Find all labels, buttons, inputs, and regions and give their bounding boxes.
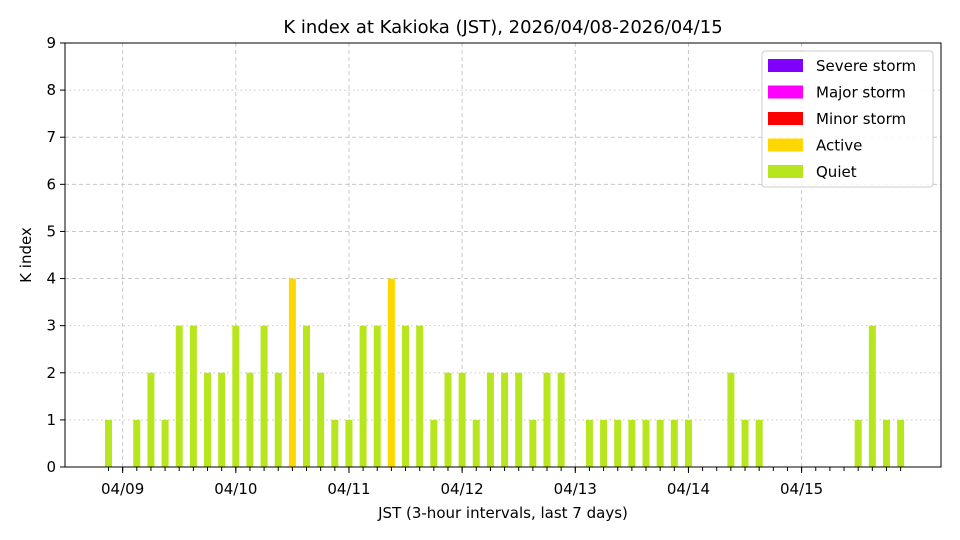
k-bar (614, 419, 622, 467)
k-bar (472, 419, 480, 467)
k-bar (543, 372, 551, 467)
x-tick-label: 04/15 (780, 480, 823, 498)
k-bar (882, 419, 890, 467)
k-bar (529, 419, 537, 467)
k-bar (359, 325, 367, 467)
k-bar (897, 419, 905, 467)
k-bar (515, 372, 523, 467)
plot-frame (64, 42, 942, 468)
k-bar (288, 278, 296, 467)
legend-label: Major storm (816, 84, 906, 102)
k-bar (331, 419, 339, 467)
x-tick-label: 04/13 (554, 480, 597, 498)
y-axis: 0 1 2 3 4 5 6 7 8 9 (46, 34, 65, 476)
k-bar (600, 419, 608, 467)
k-bar (373, 325, 381, 467)
k-bar (260, 325, 268, 467)
k-bar (501, 372, 509, 467)
x-tick-label: 04/10 (214, 480, 257, 498)
k-bar (147, 372, 155, 467)
legend-swatch (768, 59, 803, 72)
k-bar (670, 419, 678, 467)
k-bar (585, 419, 593, 467)
k-bar (628, 419, 636, 467)
k-bar (430, 419, 438, 467)
y-tick-label: 5 (46, 222, 56, 240)
x-tick-label: 04/11 (327, 480, 370, 498)
y-tick-label: 8 (46, 81, 56, 99)
k-bar (458, 372, 466, 467)
legend-label: Active (816, 137, 862, 155)
k-bar (204, 372, 212, 467)
k-bar (642, 419, 650, 467)
k-bar (444, 372, 452, 467)
k-bar (387, 278, 395, 467)
y-tick-label: 9 (46, 34, 56, 52)
legend-label: Minor storm (816, 110, 906, 128)
k-bar (656, 419, 664, 467)
k-bar (727, 372, 735, 467)
x-tick-label: 04/12 (441, 480, 484, 498)
k-bar (486, 372, 494, 467)
k-bar (854, 419, 862, 467)
k-bar (105, 419, 112, 467)
y-tick-label: 6 (46, 175, 56, 193)
legend-label: Quiet (816, 163, 857, 181)
legend-swatch (768, 112, 803, 125)
y-tick-label: 3 (46, 317, 56, 335)
k-bar (416, 325, 424, 467)
x-tick-label: 04/09 (101, 480, 144, 498)
y-tick-label: 2 (46, 364, 56, 382)
k-bar (868, 325, 876, 467)
legend-swatch (768, 85, 803, 99)
k-bar (303, 325, 311, 467)
k-bar (684, 419, 692, 467)
k-bar (741, 419, 749, 467)
chart-title: K index at Kakioka (JST), 2026/04/08-202… (283, 17, 722, 38)
bars-group (105, 278, 905, 467)
y-tick-label: 1 (46, 411, 56, 429)
k-bar (232, 325, 240, 467)
y-tick-label: 0 (46, 458, 56, 476)
k-bar (218, 372, 226, 467)
y-axis-title: K index (17, 227, 35, 283)
k-bar (189, 325, 197, 467)
x-axis-title: JST (3-hour intervals, last 7 days) (377, 504, 628, 522)
k-bar (317, 372, 325, 467)
k-bar (402, 325, 410, 467)
x-tick-label: 04/14 (667, 480, 710, 498)
k-bar (557, 372, 565, 467)
x-axis: 04/09 04/10 04/11 04/12 04/13 04/14 04/15 (101, 467, 902, 498)
legend: Severe storm Major storm Minor storm Active… (761, 50, 934, 188)
k-bar (345, 419, 353, 467)
k-bar (133, 419, 141, 467)
legend-box (761, 50, 934, 188)
k-bar (246, 372, 254, 467)
k-bar (755, 419, 763, 467)
k-bar (161, 419, 169, 467)
k-bar (274, 372, 282, 467)
legend-swatch (768, 138, 803, 152)
y-tick-label: 4 (46, 270, 56, 288)
legend-swatch (768, 165, 803, 178)
k-bar (175, 325, 183, 467)
y-tick-label: 7 (46, 128, 56, 146)
legend-label: Severe storm (816, 57, 916, 75)
